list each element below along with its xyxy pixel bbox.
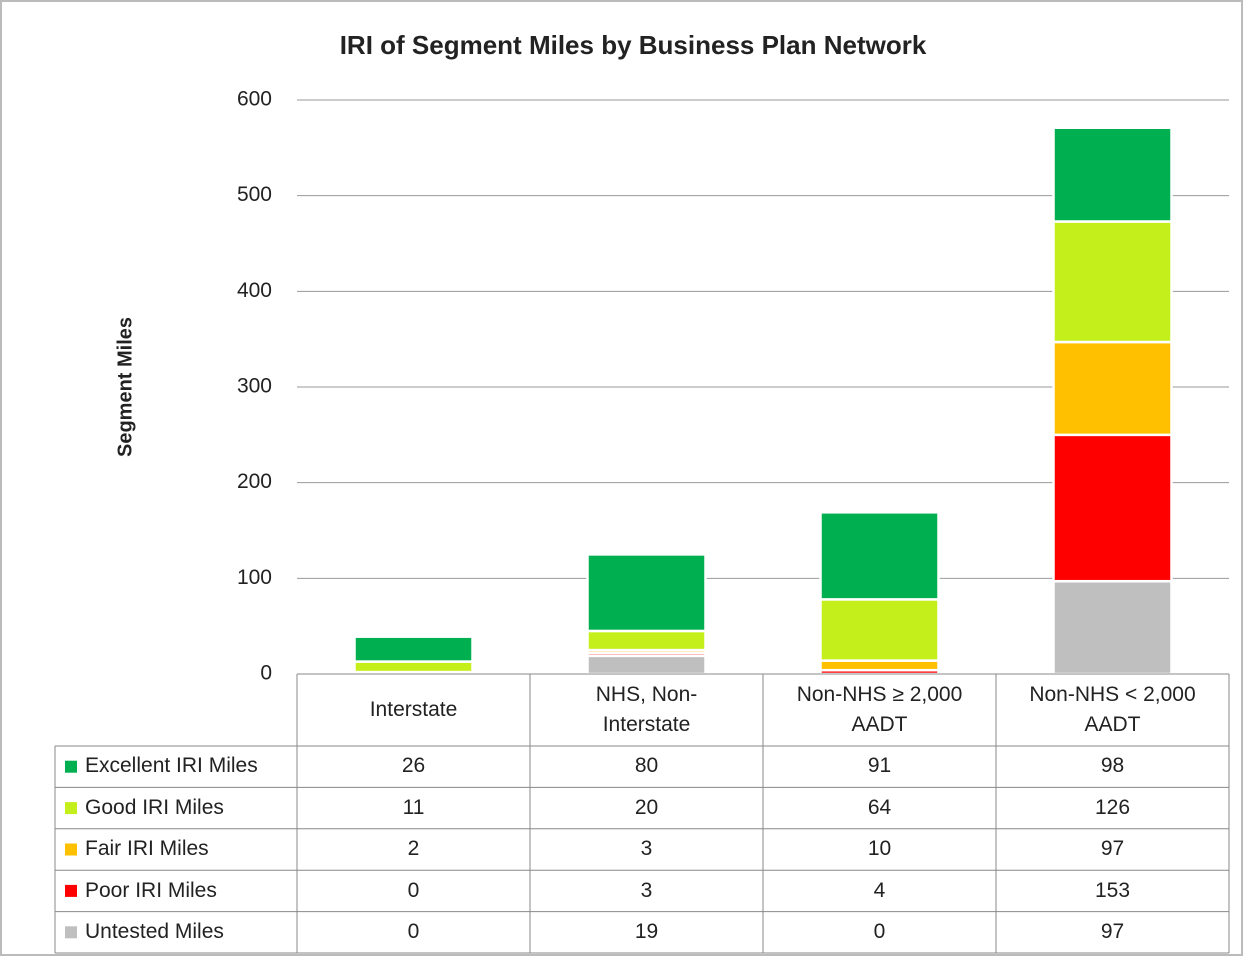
bar-segment [1052,579,1173,676]
table-value: 4 [873,878,886,902]
legend-swatch [65,760,77,773]
table-value: 64 [867,795,892,819]
bar-segment [586,553,707,633]
bar-segment [819,511,940,601]
table-value: 126 [1094,795,1131,819]
table-value: 0 [407,878,420,902]
table-value: 11 [402,795,425,819]
table-value: 91 [867,754,892,778]
x-tick-label: Non-NHS < 2,000 AADT [1029,682,1196,736]
legend-swatch [65,802,77,815]
table-value: 10 [867,837,892,861]
y-tick-label: 0 [260,662,272,685]
bar-segment [819,598,940,662]
bar-segment [1052,340,1173,437]
table-value: 20 [634,795,659,819]
table-value: 153 [1094,878,1131,902]
bar-segment [1052,126,1173,223]
legend-label: Excellent IRI Miles [85,754,258,778]
table-value: 98 [1100,754,1125,778]
bar-segment [1052,220,1173,344]
y-tick-label: 600 [237,88,272,111]
bar-segment [353,660,474,674]
table-value: 0 [873,920,886,944]
chart-title: IRI of Segment Miles by Business Plan Ne… [340,30,927,60]
y-axis-title: Segment Miles [114,317,136,457]
table-value: 97 [1100,920,1125,944]
table-value: 97 [1100,837,1125,861]
bar-segment [586,654,707,676]
table-value: 3 [640,837,653,861]
bar-segment [353,635,474,663]
bar-segment [1052,433,1173,583]
legend-swatch [65,884,77,897]
x-tick-label: Non-NHS ≥ 2,000 AADT [796,682,963,736]
legend-swatch [65,926,77,939]
table-value: 3 [640,878,653,902]
x-tick-label: NHS, Non- Interstate [595,682,698,736]
table-value: 0 [407,920,420,944]
table-value: 80 [634,754,659,778]
bar-segment [819,659,940,672]
bar-segment [586,629,707,652]
table-value: 2 [407,837,420,861]
y-tick-label: 100 [237,566,272,589]
y-tick-label: 200 [237,470,272,493]
y-tick-label: 500 [237,183,272,206]
legend-label: Good IRI Miles [85,795,224,819]
y-tick-label: 400 [237,279,272,302]
table-value: 26 [401,754,426,778]
legend-label: Untested Miles [85,920,224,944]
legend-label: Poor IRI Miles [85,878,217,902]
table-value: 19 [634,920,659,944]
legend-swatch [65,843,77,856]
x-tick-label: Interstate [369,697,458,721]
legend-label: Fair IRI Miles [85,837,209,861]
y-tick-label: 300 [237,375,272,398]
